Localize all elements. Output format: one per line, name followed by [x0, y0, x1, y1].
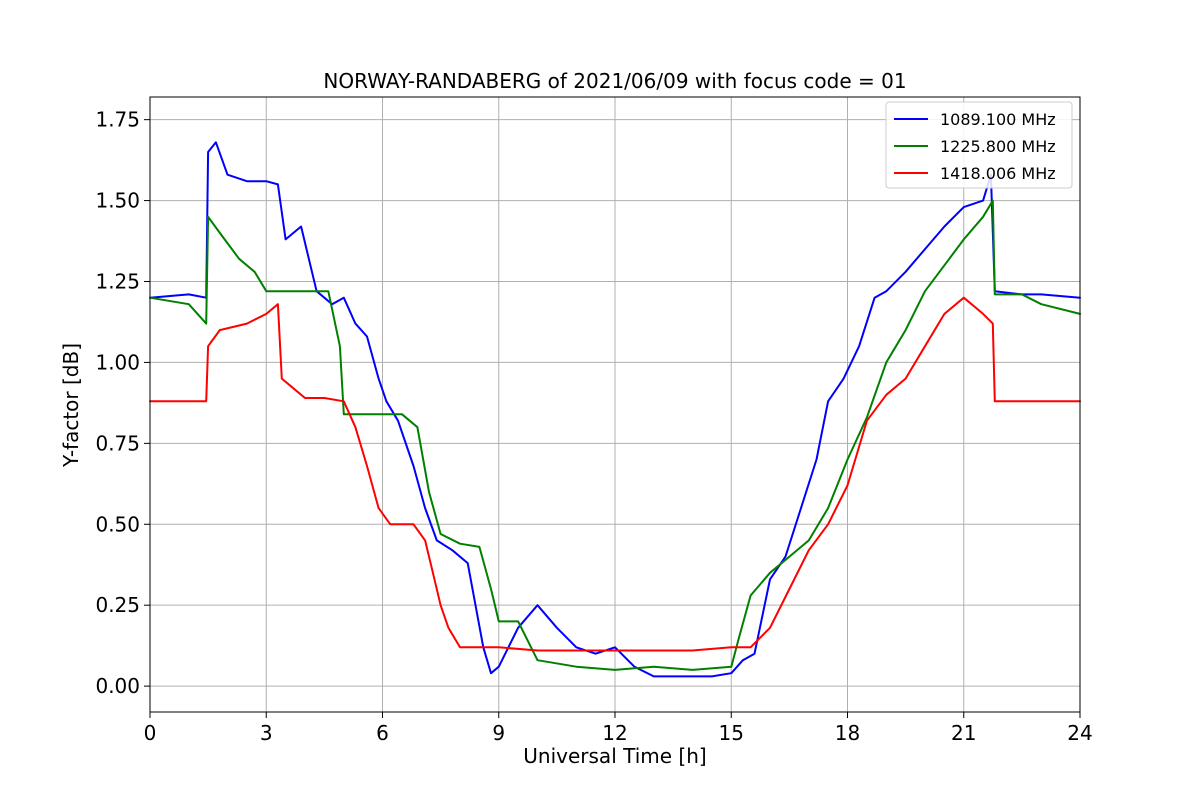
y-tick-label: 1.50	[95, 189, 140, 213]
legend-label-3: 1418.006 MHz	[940, 164, 1056, 183]
x-tick-label: 6	[376, 721, 389, 745]
y-tick-label: 1.00	[95, 350, 140, 374]
y-tick-label: 1.75	[95, 108, 140, 132]
y-tick-label: 0.00	[95, 674, 140, 698]
y-tick-label: 0.25	[95, 593, 140, 617]
series-layer	[149, 141, 1081, 678]
x-axis-label: Universal Time [h]	[523, 744, 706, 768]
legend-label-2: 1225.800 MHz	[940, 137, 1056, 156]
y-tick-label: 1.25	[95, 270, 140, 294]
series-line-1	[149, 141, 1081, 678]
x-tick-label: 12	[602, 721, 627, 745]
series-line-3	[149, 296, 1081, 652]
legend-box	[885, 101, 1073, 189]
x-tick-label: 0	[144, 721, 157, 745]
y-axis-label: Y-factor [dB]	[59, 343, 83, 468]
x-tick-label: 3	[260, 721, 273, 745]
x-axis: 0 3 6 9 12 15 18 21 24	[144, 712, 1093, 745]
legend: 1089.100 MHz 1225.800 MHz 1418.006 MHz	[885, 101, 1073, 189]
legend-label-1: 1089.100 MHz	[940, 110, 1056, 129]
x-tick-label: 15	[719, 721, 744, 745]
series-line-2	[149, 199, 1081, 671]
x-tick-label: 18	[835, 721, 860, 745]
y-tick-label: 0.50	[95, 512, 140, 536]
y-axis: 0.00 0.25 0.50 0.75 1.00 1.25 1.50 1.75	[95, 108, 150, 698]
y-tick-label: 0.75	[95, 431, 140, 455]
x-tick-label: 21	[951, 721, 976, 745]
x-tick-label: 24	[1067, 721, 1092, 745]
x-tick-label: 9	[492, 721, 505, 745]
chart-title: NORWAY-RANDABERG of 2021/06/09 with focu…	[323, 69, 906, 93]
